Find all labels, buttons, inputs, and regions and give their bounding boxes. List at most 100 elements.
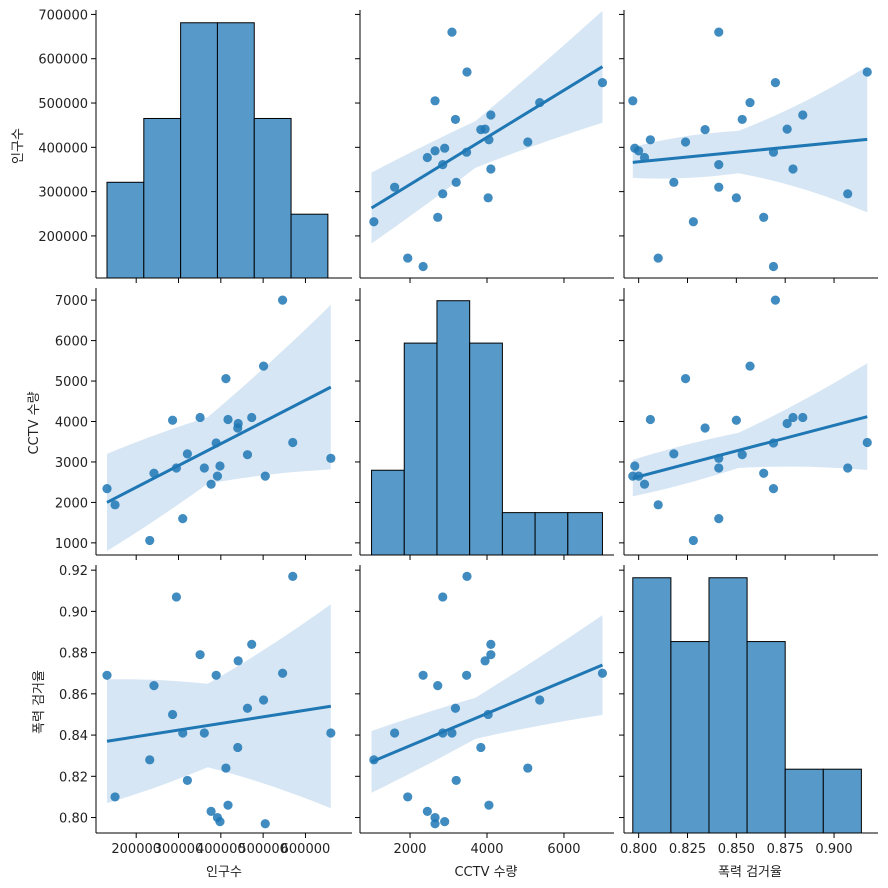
scatter-point [653, 500, 663, 510]
regression-line [106, 704, 332, 743]
scatter-point [628, 96, 638, 106]
scatter-point [688, 535, 698, 546]
xlabel-rate: 폭력 검거율 [718, 865, 782, 880]
scatter-point [233, 742, 243, 753]
hist-bar [534, 512, 569, 556]
scatter-point [745, 361, 755, 371]
y-tick-label: 500000 [38, 97, 88, 112]
y-tick-label: 300000 [38, 186, 88, 201]
hist-bar [436, 300, 471, 556]
scatter-point [484, 800, 494, 810]
scatter-point [476, 742, 486, 753]
scatter-point [242, 450, 253, 460]
scatter-point [433, 681, 443, 691]
hist-bar [746, 641, 786, 834]
scatter-point [714, 27, 724, 37]
scatter-point [798, 412, 808, 423]
panel-cctv-rate [619, 288, 878, 560]
scatter-point [451, 177, 461, 187]
scatter-point [149, 681, 159, 691]
panel-pop-rate [619, 10, 878, 283]
panel-pop-pop: 200000 300000 400000 500000 600000 700000 [38, 8, 352, 283]
hist-bar [403, 342, 438, 556]
hist-bar [670, 641, 710, 834]
regression-line [370, 65, 604, 210]
panel-rate-pop: 0.80 0.82 0.84 0.86 0.88 0.90 0.92 200000300000… [59, 564, 352, 857]
scatter-point [102, 670, 112, 680]
y-tick-label: 200000 [38, 230, 88, 245]
ylabel-cctv: CCTV 수량 [27, 391, 42, 454]
scatter-point [714, 513, 724, 524]
y-tick-label: 700000 [38, 8, 88, 23]
ylabel-pop: 인구수 [11, 128, 26, 164]
scatter-point [714, 463, 724, 473]
scatter-point [247, 412, 257, 423]
scatter-point [438, 189, 448, 199]
hist-bar [371, 469, 405, 556]
scatter-point [768, 484, 779, 494]
y-tick-label: 0.90 [59, 605, 88, 620]
hist-bar [632, 577, 672, 834]
scatter-point [597, 78, 608, 88]
scatter-point [770, 78, 781, 88]
scatter-point [645, 135, 655, 145]
scatter-point [233, 423, 243, 433]
scatter-point [688, 217, 698, 227]
scatter-point [737, 450, 747, 460]
scatter-point [178, 513, 188, 524]
scatter-point [450, 114, 461, 125]
hist-bar [216, 22, 255, 279]
scatter-point [221, 763, 231, 773]
scatter-point [653, 253, 663, 263]
scatter-point [669, 177, 679, 187]
x-tick-label: 600000 [281, 842, 331, 857]
regression-line [632, 137, 868, 164]
scatter-point [171, 592, 181, 602]
panel-cctv-pop: 1000 2000 3000 4000 5000 6000 7000 [55, 288, 352, 560]
scatter-point [759, 468, 769, 478]
scatter-point [737, 114, 747, 125]
x-tick-label: 300000 [154, 842, 204, 857]
y-tick-label: 0.88 [59, 647, 88, 662]
scatter-point [745, 97, 755, 108]
scatter-point [199, 728, 209, 738]
scatter-point [242, 703, 253, 713]
scatter-point [798, 110, 808, 120]
scatter-point [102, 484, 112, 494]
scatter-point [634, 146, 644, 156]
scatter-point [199, 463, 209, 473]
scatter-point [260, 471, 270, 481]
x-tick-label: 0.900 [815, 842, 852, 857]
x-tick-label: 6000 [547, 842, 580, 857]
scatter-point [206, 806, 216, 816]
scatter-point [451, 775, 461, 786]
y-tick-label: 0.86 [59, 688, 88, 703]
confidence-band [632, 66, 868, 213]
hist-bar [180, 22, 218, 279]
scatter-point [258, 695, 269, 705]
scatter-point [167, 415, 178, 425]
scatter-point [450, 703, 461, 713]
y-tick-label: 5000 [55, 375, 88, 390]
scatter-point [182, 775, 192, 786]
panel-rate-rate: 0.800 0.825 0.850 0.875 0.900 [619, 565, 878, 857]
scatter-point [278, 668, 288, 678]
scatter-point [145, 535, 155, 546]
scatter-point [630, 461, 640, 471]
x-tick-label: 500000 [238, 842, 288, 857]
scatter-point [433, 212, 443, 222]
confidence-band [107, 604, 331, 809]
scatter-point [731, 415, 741, 425]
scatter-point [782, 124, 792, 134]
x-tick-label: 0.800 [620, 842, 657, 857]
scatter-point [110, 500, 120, 510]
scatter-point [233, 656, 243, 666]
scatter-point [278, 295, 288, 305]
ylabel-rate: 폭력 검거율 [32, 670, 47, 734]
scatter-point [862, 437, 872, 448]
scatter-point [195, 412, 205, 423]
scatter-point [211, 670, 221, 680]
scatter-point [770, 295, 781, 305]
y-tick-label: 0.82 [59, 770, 88, 785]
